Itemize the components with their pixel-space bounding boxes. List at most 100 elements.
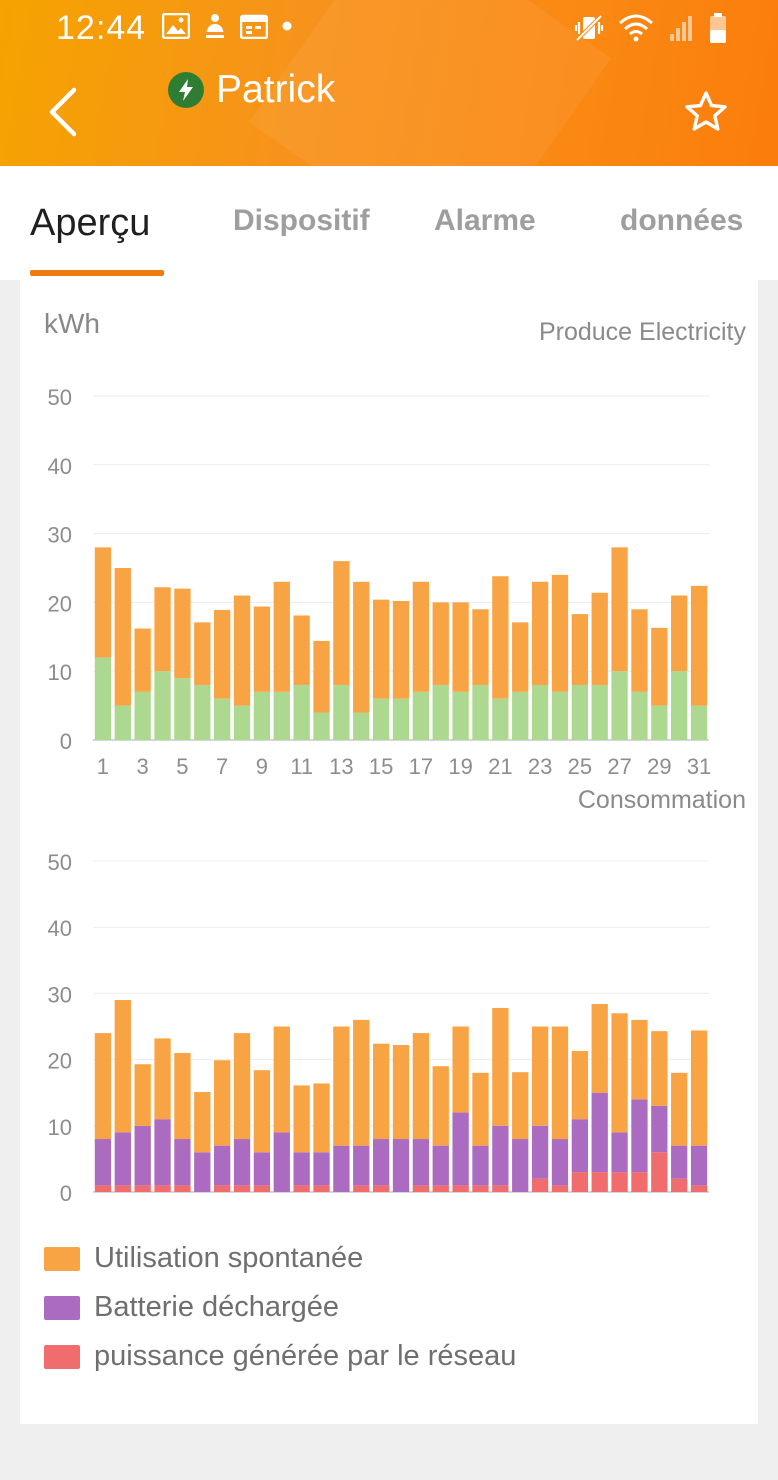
bar-segment [134, 691, 151, 740]
legend-label: Utilisation spontanée [94, 1242, 364, 1274]
bar-segment [492, 1125, 509, 1186]
bar-segment [313, 712, 330, 740]
bar-segment [214, 609, 231, 699]
x-tick-label: 1 [97, 754, 109, 779]
bar-segment [551, 1026, 569, 1140]
bar-segment [154, 1119, 171, 1186]
page-title-area: Patrick [168, 68, 335, 112]
bar-segment [313, 1185, 330, 1192]
bar-segment [671, 595, 688, 672]
bar-segment [253, 1152, 271, 1186]
status-time: 12:44 [56, 9, 147, 47]
bar-segment [611, 1132, 628, 1173]
y-tick-label: 30 [48, 523, 72, 548]
bar-segment [174, 1139, 191, 1186]
bar-segment [551, 1185, 569, 1192]
app-header: 12:44 Patrick [0, 0, 778, 166]
bar-segment [253, 691, 271, 740]
legend-item-batterie[interactable]: Batterie déchargée [44, 1283, 516, 1332]
bar-segment [333, 684, 350, 740]
bar-segment [412, 1033, 430, 1140]
bar-segment [313, 1083, 330, 1153]
bar-segment [194, 1152, 211, 1192]
legend-label: Batterie déchargée [94, 1291, 340, 1323]
bar-segment [472, 684, 489, 740]
bar-segment [353, 1019, 370, 1146]
active-tab-indicator [30, 270, 164, 276]
bar-segment [353, 581, 370, 713]
back-arrow-icon[interactable] [40, 84, 90, 140]
bar-segment [591, 1172, 608, 1192]
x-tick-label: 13 [329, 754, 353, 779]
bar-segment [94, 1033, 112, 1140]
x-tick-label: 15 [369, 754, 393, 779]
bar-segment [512, 1139, 529, 1192]
overview-card [20, 280, 758, 1424]
bar-segment [233, 705, 251, 740]
bar-segment [671, 1072, 688, 1146]
legend-swatch-orange [44, 1246, 80, 1271]
bar-segment [293, 615, 310, 685]
y-tick-label: 40 [48, 916, 72, 941]
notification-app-icon [204, 14, 226, 38]
bar-segment [671, 1145, 688, 1179]
bar-segment [134, 1064, 151, 1126]
x-tick-label: 25 [568, 754, 592, 779]
y-tick-label: 50 [48, 850, 72, 875]
y-tick-label: 10 [48, 660, 72, 685]
bar-segment [273, 691, 290, 740]
bar-segment [174, 588, 191, 679]
bar-segment [472, 1145, 489, 1186]
consommation-chart: 0 10 20 30 40 50 [48, 850, 709, 1206]
legend-item-utilisation[interactable]: Utilisation spontanée [44, 1234, 516, 1283]
tab-donnees[interactable]: données [620, 204, 744, 237]
bar-segment [233, 595, 251, 706]
bar-segment [432, 602, 449, 685]
bar-segment [452, 691, 469, 740]
bar-segment [233, 1185, 251, 1192]
bar-segment [551, 691, 569, 740]
bar-segment [631, 1099, 648, 1173]
more-notifications-dot-icon [282, 21, 292, 31]
bar-segment [293, 1185, 310, 1192]
bar-segment [253, 1185, 271, 1192]
bar-segment [273, 1132, 290, 1192]
bar-segment [551, 1139, 569, 1186]
bar-segment [651, 627, 668, 706]
bar-segment [214, 1060, 231, 1146]
tab-apercu[interactable]: Aperçu [30, 202, 151, 244]
favorite-star-icon[interactable] [684, 90, 728, 134]
x-tick-label: 27 [607, 754, 631, 779]
gallery-icon [162, 13, 190, 39]
bar-segment [472, 609, 489, 685]
bar-segment [571, 1050, 588, 1120]
bar-segment [372, 1043, 390, 1140]
bar-segment [273, 581, 290, 692]
bar-segment [353, 712, 370, 740]
bar-segment [571, 614, 588, 685]
wifi-icon [619, 14, 653, 42]
bar-segment [194, 684, 211, 740]
bar-segment [372, 698, 390, 740]
bar-segment [353, 1185, 370, 1192]
y-tick-label: 20 [48, 591, 72, 616]
calendar-icon [240, 14, 268, 39]
bar-segment [214, 698, 231, 740]
tab-dispositif[interactable]: Dispositif [233, 204, 370, 237]
produce-electricity-title: Produce Electricity [538, 318, 746, 346]
bar-segment [452, 1026, 469, 1113]
y-tick-label: 30 [48, 982, 72, 1007]
bar-segment [531, 1125, 549, 1179]
tab-alarme[interactable]: Alarme [434, 204, 536, 237]
bar-segment [671, 1178, 688, 1192]
bar-segment [333, 1145, 350, 1192]
bar-segment [492, 1185, 509, 1192]
bar-segment [591, 1092, 608, 1173]
status-bar: 12:44 [0, 0, 778, 60]
legend-item-reseau[interactable]: puissance générée par le réseau [44, 1332, 516, 1381]
bar-segment [194, 622, 211, 685]
bar-segment [551, 574, 569, 692]
y-tick-label: 20 [48, 1049, 72, 1074]
bar-segment [512, 622, 529, 692]
chart-legend: Utilisation spontanée Batterie déchargée… [44, 1234, 516, 1381]
